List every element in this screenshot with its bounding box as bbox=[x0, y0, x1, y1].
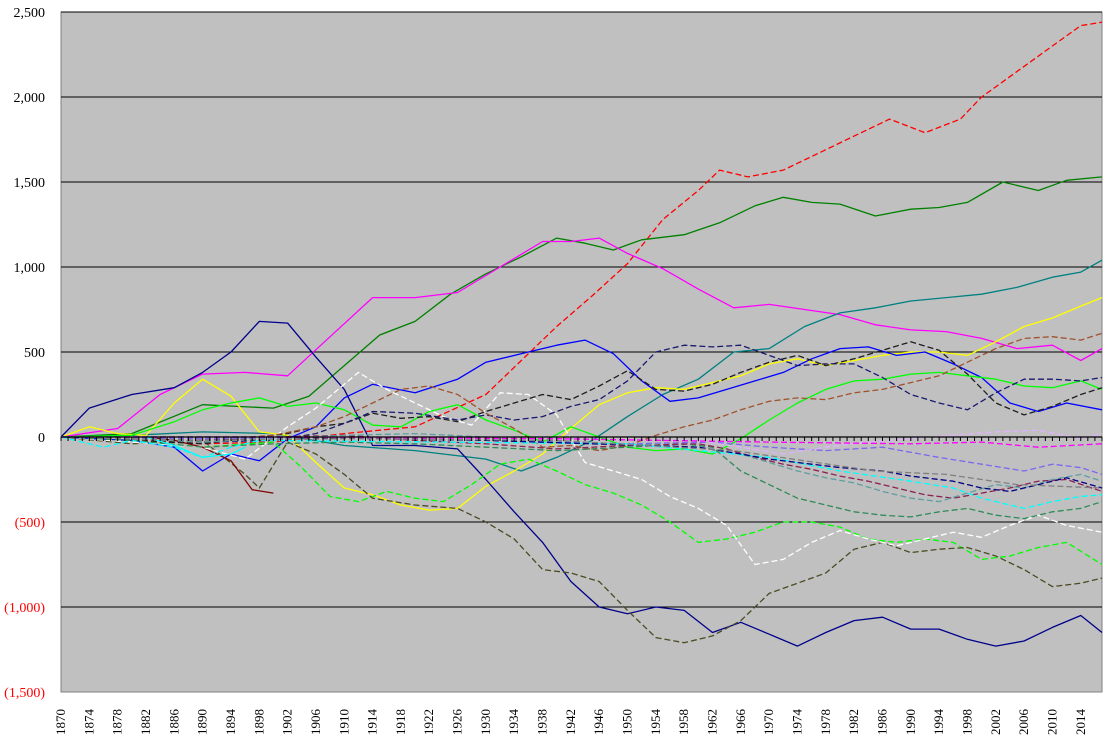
x-tick-label: 2014 bbox=[1073, 709, 1088, 736]
x-tick-label: 1978 bbox=[818, 709, 833, 735]
x-tick-label: 1926 bbox=[450, 709, 465, 736]
y-tick-label: 500 bbox=[24, 346, 45, 361]
x-tick-label: 1966 bbox=[733, 709, 748, 736]
x-tick-label: 2002 bbox=[988, 709, 1003, 735]
series-line bbox=[60, 344, 1103, 443]
x-tick-label: 1874 bbox=[81, 709, 96, 736]
series-line bbox=[60, 436, 1103, 566]
x-tick-label: 1974 bbox=[789, 709, 804, 736]
x-tick-label: 1886 bbox=[166, 709, 181, 736]
x-tick-label: 1990 bbox=[903, 709, 918, 735]
series-line bbox=[60, 259, 1103, 472]
x-tick-label: 1962 bbox=[705, 709, 720, 735]
series-line bbox=[60, 237, 1103, 438]
x-tick-label: 1958 bbox=[676, 709, 691, 735]
y-axis: 2,500 2,000 1,500 1,000 500 0 (500) (1,000) (1,5… bbox=[4, 6, 45, 701]
x-tick-label: 1894 bbox=[223, 709, 238, 736]
y-tick-label: (500) bbox=[15, 516, 46, 531]
x-tick-label: 1934 bbox=[506, 709, 521, 736]
y-tick-label: 0 bbox=[38, 431, 45, 446]
series-line bbox=[60, 339, 1103, 472]
y-tick-label: 2,500 bbox=[14, 6, 46, 21]
series-line bbox=[61, 436, 1103, 448]
x-tick-label: 1914 bbox=[365, 709, 380, 736]
series-line bbox=[60, 432, 1103, 503]
series-line bbox=[60, 332, 1103, 452]
x-tick-label: 1998 bbox=[959, 709, 974, 735]
x-tick-label: 1954 bbox=[648, 709, 663, 736]
x-tick-label: 1938 bbox=[535, 709, 550, 735]
series-line bbox=[60, 436, 1103, 520]
x-tick-label: 1898 bbox=[251, 709, 266, 735]
x-tick-label: 1946 bbox=[591, 709, 606, 736]
x-tick-label: 1950 bbox=[620, 709, 635, 735]
series-line bbox=[60, 436, 1103, 644]
series-line bbox=[60, 436, 1103, 510]
x-tick-label: 1910 bbox=[336, 709, 351, 735]
x-tick-label: 1906 bbox=[308, 709, 323, 736]
series-line bbox=[60, 341, 1103, 445]
y-tick-label: (1,000) bbox=[4, 601, 45, 616]
series-line bbox=[60, 320, 1103, 647]
x-tick-label: 2006 bbox=[1016, 709, 1031, 736]
x-tick-label: 1918 bbox=[393, 709, 408, 735]
series-lines bbox=[60, 21, 1103, 647]
x-tick-label: 1994 bbox=[931, 709, 946, 736]
y-tick-label: 1,000 bbox=[14, 261, 46, 276]
x-tick-label: 1878 bbox=[110, 709, 125, 735]
x-tick-label: 1870 bbox=[53, 709, 68, 735]
x-tick-label: 1882 bbox=[138, 709, 153, 735]
x-tick-label: 1982 bbox=[846, 709, 861, 735]
x-tick-label: 1922 bbox=[421, 709, 436, 735]
series-line bbox=[145, 436, 246, 459]
x-tick-label: 1986 bbox=[874, 709, 889, 736]
x-tick-label: 1902 bbox=[280, 709, 295, 735]
x-tick-label: 1970 bbox=[761, 709, 776, 735]
series-line bbox=[60, 371, 1103, 566]
x-tick-label: 1890 bbox=[195, 709, 210, 735]
x-tick-label: 1930 bbox=[478, 709, 493, 735]
y-tick-label: 1,500 bbox=[14, 176, 46, 191]
x-axis: 1870 1874 1878 1882 1886 1890 1894 1898 1902 1906… bbox=[53, 436, 1103, 736]
series-line bbox=[60, 436, 1103, 476]
y-tick-label: 2,000 bbox=[14, 91, 46, 106]
x-tick-label: 1942 bbox=[563, 709, 578, 735]
x-tick-label: 2010 bbox=[1044, 709, 1059, 735]
series-line bbox=[60, 21, 1103, 445]
y-tick-label: (1,500) bbox=[4, 686, 45, 701]
